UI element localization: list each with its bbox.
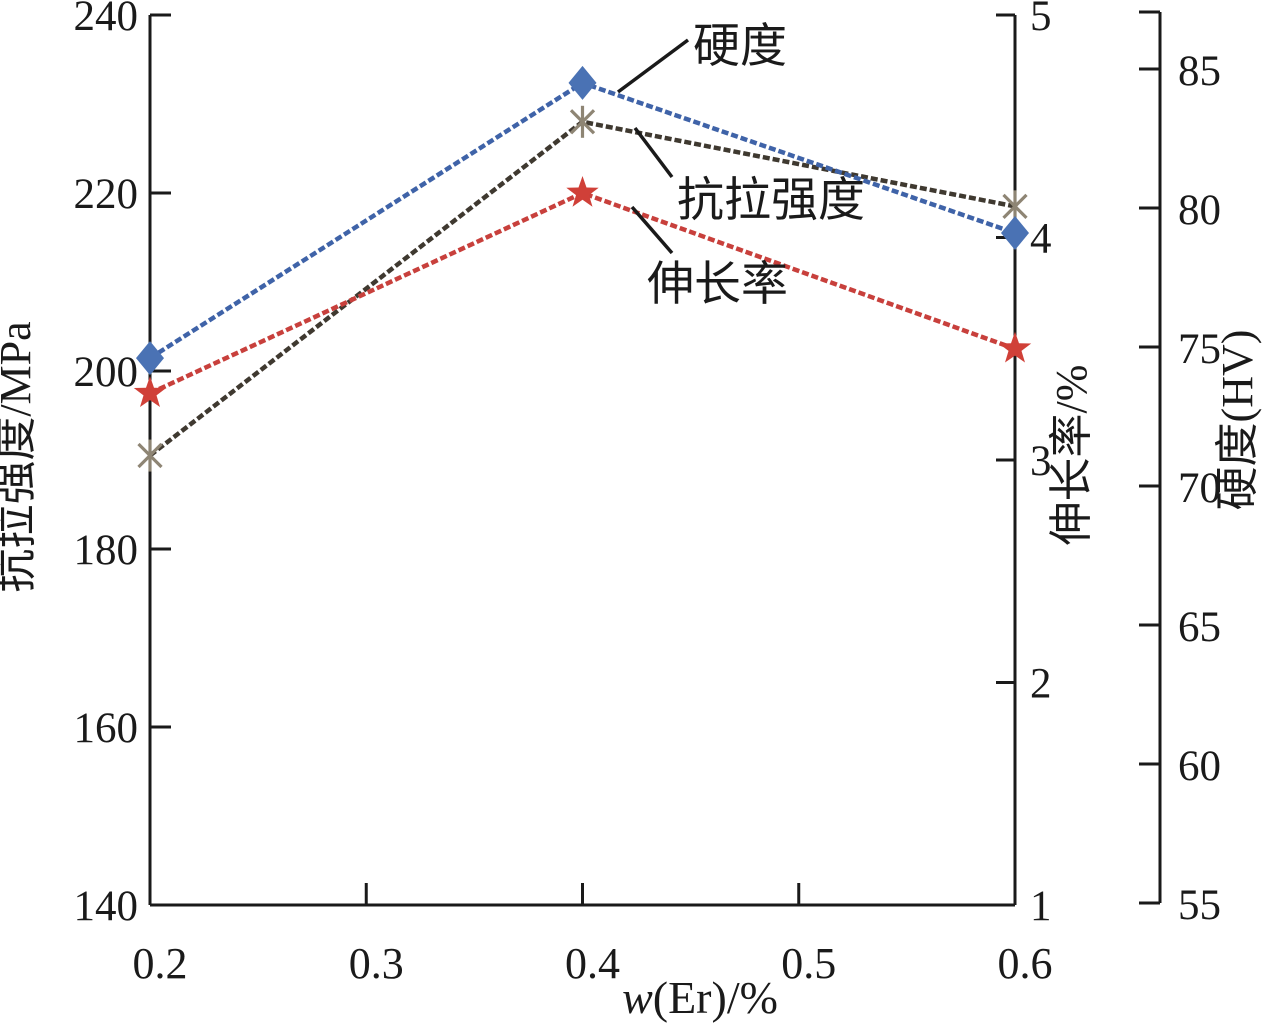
hardness-marker	[136, 341, 164, 376]
elongation-marker	[133, 376, 167, 407]
tensile-strength-marker	[569, 105, 596, 138]
hardness-tick-label: 65	[1178, 604, 1221, 651]
left-tick-label: 180	[74, 527, 139, 574]
asterisk-arm	[569, 109, 596, 135]
x-tick-label: 0.5	[781, 939, 836, 988]
x-tick-label: 0.4	[565, 939, 620, 988]
left-tick-label: 240	[74, 0, 139, 40]
x-axis-title: w(Er)/%	[622, 972, 778, 1023]
left-axis: 140 160 180 200 220 240 抗拉强度/MPa	[0, 0, 171, 930]
elongation-tick-label: 2	[1030, 661, 1052, 708]
asterisk-arm	[1002, 193, 1028, 219]
elongation-line	[149, 190, 1016, 396]
elongation-tick-label: 4	[1030, 216, 1052, 263]
elongation-tick-label: 5	[1030, 0, 1052, 40]
elongation-tick-label: 1	[1030, 883, 1052, 930]
hardness-marker	[1001, 216, 1029, 251]
bottom-axis: 0.2 0.3 0.4 0.5 0.6 w(Er)/%	[133, 883, 1053, 1023]
hardness-tick-label: 75	[1178, 326, 1221, 373]
left-axis-title: 抗拉强度/MPa	[0, 321, 40, 592]
x-tick-label: 0.3	[349, 939, 404, 988]
elongation-axis-title: 伸长率/%	[1047, 365, 1096, 546]
annotation-tensile-strength: 抗拉强度	[633, 126, 865, 227]
hardness-annotation-label: 硬度	[693, 21, 787, 73]
x-tick-label: 0.2	[133, 939, 188, 988]
left-tick-label: 140	[74, 883, 139, 930]
elongation-marker	[566, 176, 599, 207]
hardness-tick-label: 55	[1178, 882, 1221, 929]
elongation-leader-line	[630, 205, 674, 255]
left-tick-label: 200	[74, 349, 139, 396]
tensile-strength-marker	[137, 439, 163, 472]
tensile-strength-annotation-label: 抗拉强度	[677, 175, 865, 227]
elongation-annotation-label: 伸长率	[647, 259, 788, 311]
asterisk-arm	[137, 442, 163, 469]
hardness-tick-label: 70	[1178, 465, 1221, 512]
hardness-leader-line	[616, 38, 690, 94]
hardness-marker	[568, 65, 597, 100]
tensile-strength-line	[148, 119, 1016, 458]
hardness-axis: 55 60 65 70 75 80 85 硬度(HV)	[1139, 10, 1262, 929]
annotation-elongation: 伸长率	[630, 205, 788, 311]
hardness-tick-label: 85	[1178, 48, 1221, 95]
x-tick-label: 0.6	[998, 939, 1053, 988]
hardness-tick-label: 80	[1178, 187, 1221, 234]
left-tick-label: 160	[74, 705, 139, 752]
series-elongation	[133, 176, 1032, 407]
series-hardness	[136, 65, 1029, 376]
tensile-strength-leader-line	[633, 126, 674, 179]
hardness-axis-title: 硬度(HV)	[1213, 330, 1262, 511]
elongation-tick-label: 3	[1030, 438, 1052, 485]
elongation-axis: 1 2 3 4 5 伸长率/%	[996, 0, 1096, 930]
left-tick-label: 220	[74, 171, 139, 218]
series-tensile-strength	[137, 105, 1028, 472]
hardness-tick-label: 60	[1178, 743, 1221, 790]
annotation-hardness: 硬度	[616, 21, 787, 94]
elongation-marker	[998, 331, 1032, 363]
